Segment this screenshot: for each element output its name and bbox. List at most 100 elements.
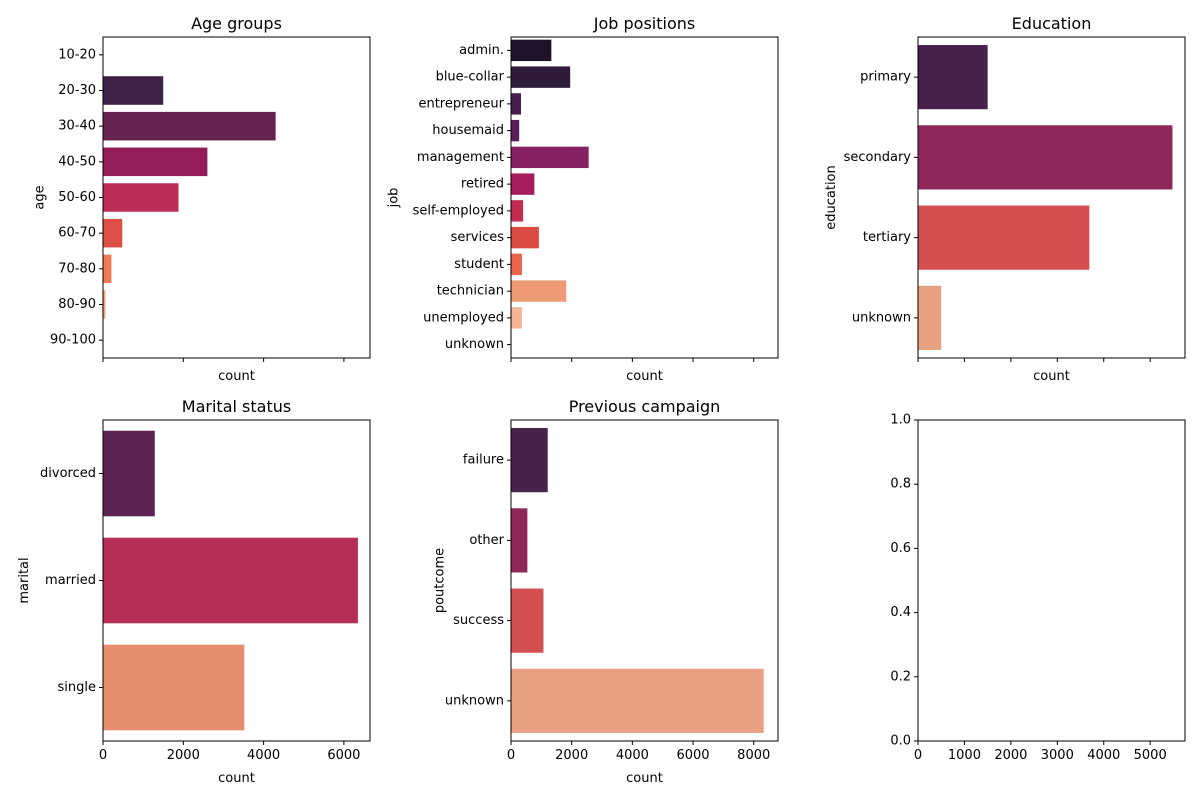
subplot-title: Previous campaign xyxy=(569,397,721,416)
bar-80-90 xyxy=(103,290,106,319)
y-tick-label: retired xyxy=(461,177,504,192)
x-tick-label: 6000 xyxy=(327,748,360,763)
bar-student xyxy=(511,253,522,276)
y-tick-label: technician xyxy=(437,284,504,299)
bar-divorced xyxy=(103,430,155,517)
y-axis-label: age xyxy=(32,185,47,209)
y-tick-label: services xyxy=(451,230,505,245)
y-tick-label: 50-60 xyxy=(58,190,96,205)
bar-secondary xyxy=(918,125,1173,190)
y-tick-label: 1.0 xyxy=(890,413,911,428)
y-tick-label: unknown xyxy=(852,310,911,325)
y-tick-label: 90-100 xyxy=(50,333,96,348)
subplot-5: Previous campaign failure other success unkn… xyxy=(433,397,779,786)
y-tick-label: married xyxy=(45,573,96,588)
y-tick-label: primary xyxy=(860,70,911,85)
y-axis-label: poutcome xyxy=(433,548,448,613)
bar-services xyxy=(511,226,539,249)
bar-blue-collar xyxy=(511,66,571,88)
subplot-6: 0 1000 2000 3000 4000 5000 0.0 0.2 0.4 0.6 0.8 1.0 xyxy=(890,413,1186,763)
y-tick-label: tertiary xyxy=(863,230,911,245)
bar-tertiary xyxy=(918,205,1090,270)
axes-frame xyxy=(102,36,371,359)
x-tick-label: 0 xyxy=(99,748,107,763)
bar-married xyxy=(103,537,358,624)
y-tick-label: blue-collar xyxy=(436,70,505,85)
x-tick-label: 1000 xyxy=(948,748,981,763)
bar-technician xyxy=(511,280,567,302)
x-tick-label: 2000 xyxy=(555,748,588,763)
subplot-2: Job positions admin. blue-collar entreprene… xyxy=(386,14,779,384)
x-tick-label: 3000 xyxy=(1041,748,1074,763)
bar-60-70 xyxy=(103,218,123,248)
bar-50-60 xyxy=(103,183,179,212)
y-tick-label: student xyxy=(454,257,504,272)
axes-frame xyxy=(510,36,779,359)
y-tick-label: single xyxy=(58,680,97,695)
y-tick-label: entrepreneur xyxy=(418,96,504,111)
x-axis-label: count xyxy=(218,771,255,786)
y-tick-label: 70-80 xyxy=(58,261,96,276)
y-tick-label: 0.4 xyxy=(890,605,911,620)
x-tick-label: 5000 xyxy=(1134,748,1167,763)
y-tick-label: failure xyxy=(463,453,504,468)
axes-frame xyxy=(102,419,371,742)
bar-other xyxy=(511,508,528,573)
bar-40-50 xyxy=(103,147,208,177)
x-tick-label: 4000 xyxy=(1087,748,1120,763)
x-tick-label: 2000 xyxy=(167,748,200,763)
y-tick-label: 0.6 xyxy=(890,541,911,556)
bar-admin. xyxy=(511,39,552,62)
bar-entrepreneur xyxy=(511,93,522,115)
y-tick-label: 20-30 xyxy=(58,83,96,98)
axes-frame xyxy=(510,419,779,742)
bar-housemaid xyxy=(511,119,520,142)
x-tick-label: 2000 xyxy=(994,748,1027,763)
y-tick-label: 30-40 xyxy=(58,119,96,134)
bar-retired xyxy=(511,173,535,195)
bar-unemployed xyxy=(511,307,522,329)
x-tick-label: 0 xyxy=(507,748,515,763)
axes-frame xyxy=(917,419,1186,742)
bar-primary xyxy=(918,45,988,110)
x-axis-label: count xyxy=(626,369,663,384)
y-tick-label: 0.8 xyxy=(890,477,911,492)
subplot-3: Education primary secondary tertiary unknown… xyxy=(824,14,1186,384)
x-tick-label: 4000 xyxy=(616,748,649,763)
bar-unknown xyxy=(511,668,764,733)
x-tick-label: 8000 xyxy=(737,748,770,763)
y-tick-label: housemaid xyxy=(432,123,504,138)
y-tick-label: 10-20 xyxy=(58,47,96,62)
x-tick-label: 6000 xyxy=(676,748,709,763)
y-tick-label: secondary xyxy=(844,150,912,165)
y-tick-label: admin. xyxy=(459,43,504,58)
x-axis-label: count xyxy=(218,369,255,384)
x-tick-label: 4000 xyxy=(247,748,280,763)
y-tick-label: success xyxy=(453,613,504,628)
y-axis-label: job xyxy=(386,188,401,209)
y-tick-label: 0.0 xyxy=(890,734,911,749)
bar-70-80 xyxy=(103,254,112,284)
y-tick-label: divorced xyxy=(40,466,96,481)
subplot-4: Marital status divorced married single 0 2000… xyxy=(17,397,371,786)
bar-self-employed xyxy=(511,200,524,222)
subplot-title: Education xyxy=(1012,14,1092,33)
y-tick-label: 80-90 xyxy=(58,297,96,312)
y-tick-label: 40-50 xyxy=(58,154,96,169)
y-tick-label: other xyxy=(469,533,504,548)
subplot-title: Marital status xyxy=(182,397,291,416)
x-axis-label: count xyxy=(626,771,663,786)
bar-20-30 xyxy=(103,76,164,105)
y-tick-label: 0.2 xyxy=(890,669,911,684)
subplot-1: Age groups 10-20 20-30 30-40 40-50 50-60 60-70… xyxy=(32,14,371,384)
y-tick-label: unknown xyxy=(445,693,504,708)
subplot-title: Age groups xyxy=(191,14,282,33)
bar-success xyxy=(511,588,544,653)
bar-30-40 xyxy=(103,111,276,141)
y-axis-label: marital xyxy=(17,557,32,603)
y-tick-label: management xyxy=(417,150,504,165)
y-tick-label: unknown xyxy=(445,337,504,352)
y-tick-label: self-employed xyxy=(413,203,504,218)
